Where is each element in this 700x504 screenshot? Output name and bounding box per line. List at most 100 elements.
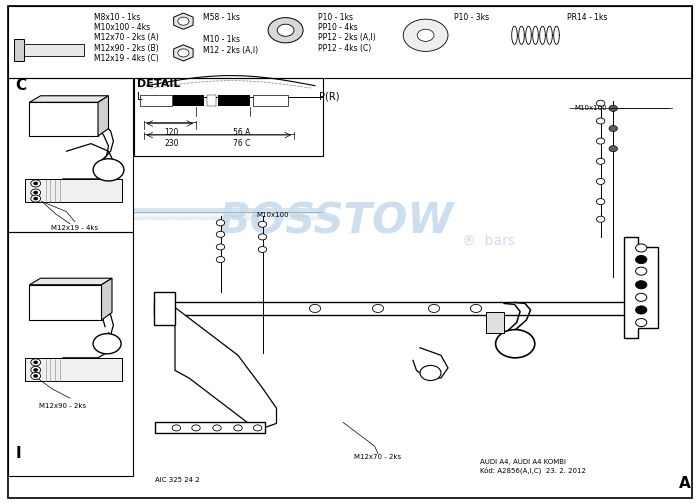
Text: L: L — [137, 92, 143, 102]
Polygon shape — [25, 358, 122, 381]
Text: 230: 230 — [164, 139, 178, 148]
Bar — [218, 95, 250, 106]
Text: BOSSTOW: BOSSTOW — [218, 201, 454, 243]
Circle shape — [636, 267, 647, 275]
Text: M58 - 1ks: M58 - 1ks — [203, 13, 240, 22]
Polygon shape — [29, 278, 112, 285]
Circle shape — [596, 100, 605, 106]
Circle shape — [636, 319, 647, 327]
Text: DETAIL: DETAIL — [137, 79, 181, 89]
Polygon shape — [29, 285, 101, 320]
Circle shape — [596, 158, 605, 164]
Text: M10 - 1ks
M12 - 2ks (A,I): M10 - 1ks M12 - 2ks (A,I) — [203, 35, 258, 54]
Circle shape — [31, 366, 41, 373]
Polygon shape — [29, 96, 108, 102]
Circle shape — [496, 330, 535, 358]
Polygon shape — [25, 179, 122, 202]
Circle shape — [216, 231, 225, 237]
Polygon shape — [486, 312, 504, 333]
Text: 76 C: 76 C — [233, 139, 250, 148]
Circle shape — [268, 18, 303, 43]
Circle shape — [636, 281, 647, 289]
Polygon shape — [174, 13, 193, 29]
Polygon shape — [29, 102, 98, 136]
Circle shape — [596, 199, 605, 205]
Circle shape — [178, 49, 189, 57]
Polygon shape — [174, 45, 193, 61]
Circle shape — [596, 138, 605, 144]
Circle shape — [253, 425, 262, 431]
Text: P10 - 1ks
PP10 - 4ks
PP12 - 2ks (A,I)
PP12 - 4ks (C): P10 - 1ks PP10 - 4ks PP12 - 2ks (A,I) PP… — [318, 13, 377, 53]
Circle shape — [93, 334, 121, 354]
Text: M10x100: M10x100 — [257, 212, 289, 218]
Text: AIC 325 24 2: AIC 325 24 2 — [155, 477, 200, 483]
Circle shape — [34, 191, 38, 194]
Circle shape — [258, 221, 267, 227]
Circle shape — [609, 105, 617, 111]
Text: P10 - 3ks: P10 - 3ks — [454, 13, 489, 22]
Circle shape — [216, 244, 225, 250]
Bar — [14, 44, 84, 56]
Circle shape — [178, 17, 189, 25]
Circle shape — [309, 304, 321, 312]
Circle shape — [428, 304, 440, 312]
Circle shape — [34, 368, 38, 371]
Circle shape — [596, 118, 605, 124]
Circle shape — [34, 182, 38, 185]
Bar — [8, 232, 133, 476]
Circle shape — [596, 216, 605, 222]
Circle shape — [172, 425, 181, 431]
Bar — [207, 95, 216, 106]
Polygon shape — [98, 96, 108, 136]
Circle shape — [277, 24, 294, 36]
Circle shape — [34, 374, 38, 377]
Circle shape — [609, 146, 617, 152]
Circle shape — [31, 195, 41, 202]
Circle shape — [31, 359, 41, 366]
Bar — [8, 78, 133, 232]
Text: M12x19 - 4ks: M12x19 - 4ks — [51, 225, 99, 231]
Text: P(R): P(R) — [318, 92, 339, 102]
Circle shape — [31, 372, 41, 380]
Circle shape — [403, 19, 448, 51]
Text: 120: 120 — [164, 128, 178, 137]
Text: C: C — [15, 78, 27, 93]
Text: ®  bars: ® bars — [462, 233, 515, 247]
Bar — [134, 78, 323, 156]
Circle shape — [372, 304, 384, 312]
Circle shape — [258, 246, 267, 253]
Text: M12x90 - 2ks: M12x90 - 2ks — [39, 403, 87, 409]
Circle shape — [636, 256, 647, 264]
Circle shape — [596, 178, 605, 184]
Circle shape — [420, 365, 441, 381]
Circle shape — [258, 234, 267, 240]
Polygon shape — [624, 237, 658, 338]
Circle shape — [93, 159, 124, 181]
Circle shape — [636, 293, 647, 301]
Text: 56 A: 56 A — [233, 128, 250, 137]
Bar — [8, 6, 692, 78]
Bar — [253, 95, 288, 106]
Circle shape — [213, 425, 221, 431]
Circle shape — [31, 180, 41, 187]
Polygon shape — [102, 278, 112, 320]
Bar — [140, 95, 172, 106]
Circle shape — [31, 189, 41, 196]
Circle shape — [470, 304, 482, 312]
Circle shape — [34, 361, 38, 364]
Polygon shape — [154, 292, 175, 325]
Polygon shape — [154, 302, 626, 315]
Text: M10x100: M10x100 — [574, 105, 607, 111]
Bar — [173, 95, 204, 106]
Text: PR14 - 1ks: PR14 - 1ks — [567, 13, 608, 22]
Circle shape — [234, 425, 242, 431]
Circle shape — [636, 306, 647, 314]
Bar — [134, 217, 323, 220]
Circle shape — [609, 125, 617, 132]
Circle shape — [417, 29, 434, 41]
Circle shape — [216, 220, 225, 226]
Circle shape — [34, 197, 38, 200]
Polygon shape — [175, 307, 276, 428]
Bar — [14, 39, 24, 61]
Polygon shape — [155, 422, 265, 433]
